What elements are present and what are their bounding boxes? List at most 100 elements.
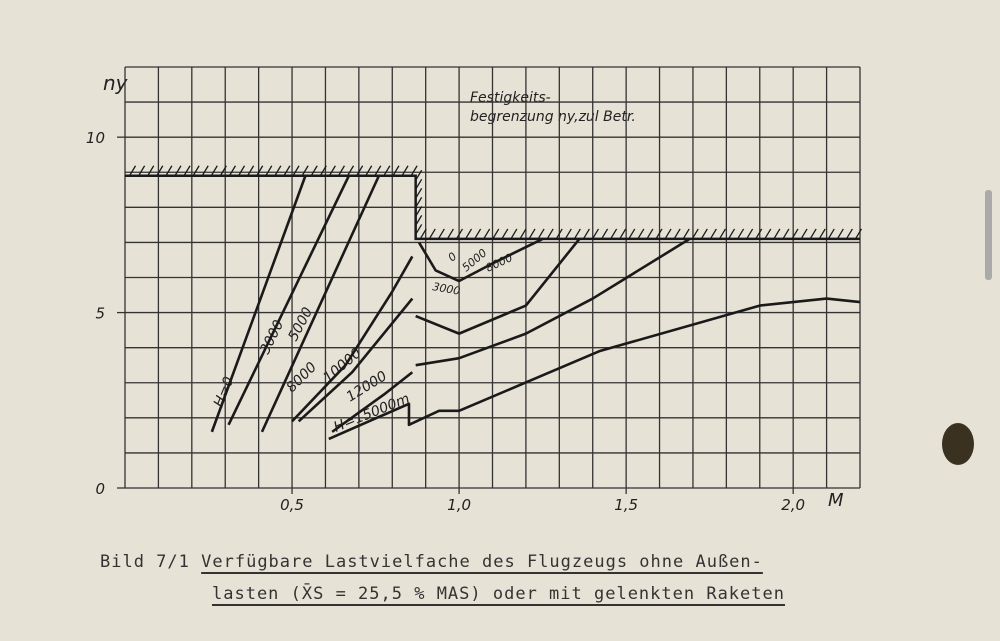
caption-number: Bild 7/1 — [100, 552, 190, 572]
hatch — [773, 228, 781, 240]
hatch — [519, 228, 527, 240]
hatch — [428, 228, 436, 240]
hatch — [415, 224, 423, 235]
hatch — [664, 228, 672, 240]
series-line — [331, 237, 691, 433]
hatch — [528, 228, 536, 240]
hatch — [283, 165, 291, 177]
hatch — [274, 165, 282, 177]
hatch — [419, 228, 427, 240]
hatch — [637, 228, 645, 240]
x-tick-label: 1,0 — [447, 496, 471, 514]
hatch — [610, 228, 618, 240]
hatch — [564, 228, 572, 240]
hatch — [854, 228, 863, 240]
hatch — [827, 228, 835, 240]
scrollbar — [985, 190, 992, 280]
series-label: 8000 — [284, 359, 321, 396]
hatch — [401, 165, 409, 177]
hatch — [700, 228, 708, 240]
y-tick-label: 5 — [95, 305, 105, 323]
hatch — [464, 228, 473, 240]
x-tick-label: 1,5 — [614, 496, 638, 514]
hatch — [474, 228, 482, 240]
hatch — [845, 228, 853, 240]
hatch — [800, 228, 808, 240]
hatch — [415, 187, 423, 199]
annotation: Festigkeits- — [470, 90, 551, 106]
hatch — [247, 165, 255, 177]
hatch — [192, 165, 200, 177]
hatch — [446, 228, 454, 240]
hatch — [346, 165, 355, 177]
hatch — [415, 196, 423, 208]
hatch — [328, 165, 336, 177]
hatch — [174, 165, 182, 177]
chart: ny M Festigkeits- begrenzung ny,zul Betr… — [86, 66, 992, 514]
punch-hole — [942, 423, 974, 465]
hatch — [138, 165, 146, 177]
hatch — [410, 165, 418, 177]
hatch — [356, 165, 364, 177]
series-line — [297, 238, 581, 423]
hatch — [237, 165, 246, 177]
hatch — [219, 165, 227, 177]
hatch — [374, 165, 382, 177]
hatch — [555, 228, 563, 240]
hatch — [591, 228, 600, 240]
hatch — [256, 165, 264, 177]
hatch — [147, 165, 155, 177]
caption: lasten (X̄S = 25,5 % MAS) oder mit gelen… — [212, 584, 785, 604]
hatch — [392, 165, 400, 177]
hatch — [128, 165, 137, 177]
x-tick-label: 0,5 — [280, 496, 304, 514]
hatch — [301, 165, 309, 177]
hatch — [573, 228, 581, 240]
hatch — [646, 228, 654, 240]
hatch — [437, 228, 445, 240]
hatch — [501, 228, 509, 240]
hatch — [310, 165, 318, 177]
series-line — [291, 237, 544, 423]
hatch — [492, 228, 500, 240]
hatch — [483, 228, 491, 240]
hatch — [165, 165, 173, 177]
hatch — [415, 178, 423, 190]
hatch — [764, 228, 772, 240]
hatch — [709, 228, 717, 240]
hatch — [836, 228, 844, 240]
hatch — [337, 165, 346, 177]
hatch — [746, 228, 754, 240]
hatch — [755, 228, 763, 240]
hatch — [156, 165, 164, 177]
hatch — [628, 228, 636, 240]
hatch — [673, 228, 681, 240]
y-tick-label: 10 — [86, 129, 105, 147]
hatch — [365, 165, 373, 177]
hatch — [383, 165, 391, 177]
hatch — [619, 228, 627, 240]
hatch — [809, 228, 817, 240]
hatch — [546, 228, 554, 240]
hatch — [782, 228, 790, 240]
hatch — [818, 228, 826, 240]
hatch — [415, 206, 423, 217]
caption-line: lasten (X̄S = 25,5 % MAS) oder mit gelen… — [212, 584, 785, 604]
y-tick-label: 0 — [95, 480, 105, 498]
hatch — [682, 228, 690, 240]
series-label: H=0 — [211, 375, 238, 410]
inner-label: 3000 — [431, 280, 461, 298]
hatch — [691, 228, 699, 240]
series-line — [328, 297, 861, 441]
series-line — [260, 175, 381, 433]
x-tick-label: 2,0 — [781, 496, 805, 514]
caption-line: Verfügbare Lastvielfache des Flugzeugs o… — [201, 552, 763, 572]
hatch — [210, 165, 218, 177]
x-axis-label: M — [828, 490, 844, 511]
annotation: begrenzung ny,zul Betr. — [470, 109, 636, 125]
inner-label: 0 — [446, 250, 460, 264]
inner-label: 5000 — [460, 246, 490, 274]
hatch — [510, 228, 518, 240]
hatch — [292, 165, 300, 177]
hatch — [537, 228, 545, 240]
